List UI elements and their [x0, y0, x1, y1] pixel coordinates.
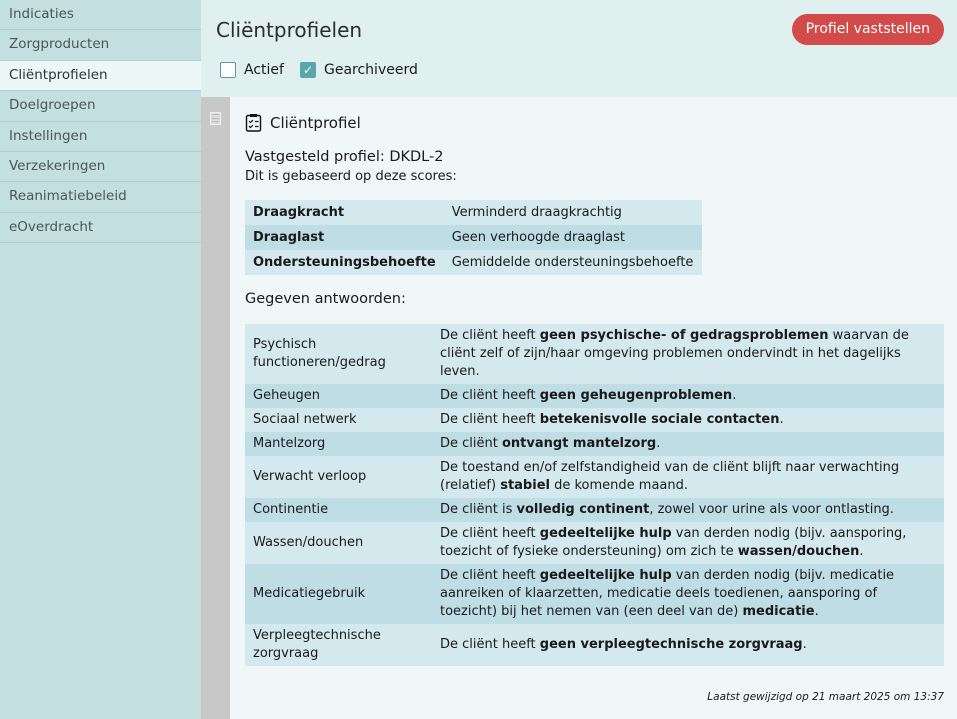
sidebar-item-zorgproducten[interactable]: Zorgproducten	[0, 30, 201, 61]
answer-text-segment: .	[814, 604, 819, 619]
answer-label: Sociaal netwerk	[253, 412, 357, 427]
answer-text-segment: van derden nodig (bijv. aansporing, toez…	[440, 526, 907, 559]
answer-text-segment: De cliënt heeft	[440, 388, 540, 403]
clipboard-check-icon	[245, 114, 262, 132]
answer-emphasis: medicatie	[742, 604, 815, 619]
checkbox-label: Gearchiveerd	[324, 62, 418, 78]
page-header: Cliëntprofielen Profiel vaststellen Acti…	[201, 0, 957, 97]
score-value: Verminderd draagkrachtig	[451, 205, 622, 220]
answer-emphasis: stabiel	[500, 478, 550, 493]
answer-text-segment: .	[656, 436, 661, 451]
sidebar-item-eoverdracht[interactable]: eOverdracht	[0, 213, 201, 244]
answer-label: Wassen/douchen	[253, 535, 364, 550]
answer-emphasis: geen geheugenproblemen	[539, 388, 733, 403]
checkbox-checked-icon[interactable]: ✓	[300, 62, 316, 78]
score-value: Gemiddelde ondersteuningsbehoefte	[451, 255, 694, 270]
answer-text-segment: De toestand en/of zelfstandigheid van de…	[440, 460, 900, 493]
score-row: Ondersteuningsbehoefte Gemiddelde onderst…	[245, 250, 702, 275]
answer-text-segment: de komende maand.	[549, 478, 689, 493]
answer-row: Verpleegtechnische zorgvraag De cliënt he…	[245, 624, 944, 666]
answer-label: Mantelzorg	[253, 436, 326, 451]
answer-emphasis: wassen/douchen	[737, 544, 860, 559]
answers-title: Gegeven antwoorden:	[245, 291, 406, 307]
page-title: Cliëntprofielen	[216, 18, 363, 42]
answer-text-segment: , zowel voor urine als voor ontlasting.	[649, 502, 894, 517]
answer-label: Verpleegtechnische zorgvraag	[253, 628, 381, 661]
score-label: Draagkracht	[253, 205, 345, 220]
answer-text-segment: De cliënt	[440, 436, 502, 451]
profile-subtitle: Dit is gebaseerd op deze scores:	[245, 169, 457, 184]
answer-text: De cliënt heeft betekenisvolle sociale c…	[432, 408, 944, 432]
answer-text-segment: De cliënt heeft	[440, 412, 540, 427]
profile-title: Vastgesteld profiel: DKDL-2	[245, 149, 444, 165]
checkbox-label: Actief	[244, 62, 284, 78]
sidebar-item-indicaties[interactable]: Indicaties	[0, 0, 201, 31]
answer-text: De cliënt heeft geen geheugenproblemen.	[432, 384, 944, 408]
answer-text-segment: De cliënt heeft	[440, 526, 540, 541]
answer-emphasis: gedeeltelijke hulp	[539, 568, 672, 583]
sidebar: Indicaties Zorgproducten Cliëntprofielen Do…	[0, 0, 201, 719]
answer-text-segment: De cliënt heeft	[440, 568, 540, 583]
score-row: Draaglast Geen verhoogde draaglast	[245, 225, 702, 250]
answer-emphasis: geen psychische- of gedragsproblemen	[539, 328, 829, 343]
score-label: Draaglast	[253, 230, 325, 245]
answer-text-segment: .	[779, 412, 784, 427]
score-value: Geen verhoogde draaglast	[451, 230, 625, 245]
answer-emphasis: ontvangt mantelzorg	[501, 436, 657, 451]
checkbox-unchecked-icon[interactable]	[220, 62, 236, 78]
answer-label: Psychisch functioneren/gedrag	[253, 337, 386, 370]
scores-table: Draagkracht Verminderd draagkrachtig Draag…	[245, 200, 702, 275]
answer-emphasis: volledig continent	[516, 502, 650, 517]
answer-row: Verwacht verloop De toestand en/of zelfst…	[245, 456, 944, 498]
answer-text: De cliënt heeft gedeeltelijke hulp van d…	[432, 522, 944, 564]
answer-text-segment: waarvan de cliënt zelf of zijn/haar omge…	[440, 328, 909, 379]
answer-text-segment: De cliënt heeft	[440, 328, 540, 343]
card-title: Cliëntprofiel	[270, 113, 361, 132]
sidebar-item-clintprofielen[interactable]: Cliëntprofielen	[0, 60, 201, 92]
profiel-vaststellen-button[interactable]: Profiel vaststellen	[791, 14, 944, 45]
answer-text-segment: .	[859, 544, 864, 559]
answer-row: Sociaal netwerk De cliënt heeft betekenis…	[245, 408, 944, 432]
answer-emphasis: betekenisvolle sociale contacten	[539, 412, 780, 427]
answer-row: Mantelzorg De cliënt ontvangt mantelzorg.	[245, 432, 944, 456]
score-row: Draagkracht Verminderd draagkrachtig	[245, 200, 702, 225]
filter-gearchiveerd-checkbox[interactable]: ✓ Gearchiveerd	[300, 62, 418, 78]
list-toggle-icon[interactable]: — — —	[210, 110, 221, 126]
answer-emphasis: gedeeltelijke hulp	[539, 526, 672, 541]
answer-text: De cliënt ontvangt mantelzorg.	[432, 432, 944, 456]
filter-actief-checkbox[interactable]: Actief	[220, 62, 284, 78]
answer-text-segment: van derden nodig (bijv. medicatie aanrei…	[440, 568, 895, 619]
card-header: Cliëntprofiel	[245, 113, 361, 132]
answer-label: Verwacht verloop	[253, 469, 367, 484]
answer-text-segment: De cliënt heeft	[440, 637, 540, 652]
collapse-strip[interactable]: — — —	[201, 97, 230, 719]
answers-table: Psychisch functioneren/gedrag De cliënt h…	[245, 324, 944, 666]
answer-text: De cliënt heeft gedeeltelijke hulp van d…	[432, 564, 944, 624]
answer-text-segment: .	[802, 637, 807, 652]
answer-row: Geheugen De cliënt heeft geen geheugenpro…	[245, 384, 944, 408]
answer-row: Psychisch functioneren/gedrag De cliënt h…	[245, 324, 944, 384]
answer-row: Continentie De cliënt is volledig contine…	[245, 498, 944, 522]
last-modified: Laatst gewijzigd op 21 maart 2025 om 13:…	[707, 691, 944, 703]
answer-row: Wassen/douchen De cliënt heeft gedeelteli…	[245, 522, 944, 564]
answer-label: Continentie	[253, 502, 329, 517]
answer-label: Geheugen	[253, 388, 321, 403]
answer-text: De cliënt heeft geen psychische- of gedr…	[432, 324, 944, 384]
sidebar-item-reanimatiebeleid[interactable]: Reanimatiebeleid	[0, 182, 201, 213]
answer-emphasis: geen verpleegtechnische zorgvraag	[539, 637, 803, 652]
answer-text: De cliënt is volledig continent, zowel v…	[432, 498, 944, 522]
sidebar-item-verzekeringen[interactable]: Verzekeringen	[0, 152, 201, 183]
answer-row: Medicatiegebruik De cliënt heeft gedeelte…	[245, 564, 944, 624]
answer-text: De cliënt heeft geen verpleegtechnische …	[432, 624, 944, 666]
answer-text-segment: .	[732, 388, 737, 403]
answer-label: Medicatiegebruik	[253, 586, 366, 601]
sidebar-item-doelgroepen[interactable]: Doelgroepen	[0, 91, 201, 122]
answer-text: De toestand en/of zelfstandigheid van de…	[432, 456, 944, 498]
score-label: Ondersteuningsbehoefte	[253, 255, 436, 270]
sidebar-item-instellingen[interactable]: Instellingen	[0, 122, 201, 152]
answer-text-segment: De cliënt is	[440, 502, 517, 517]
